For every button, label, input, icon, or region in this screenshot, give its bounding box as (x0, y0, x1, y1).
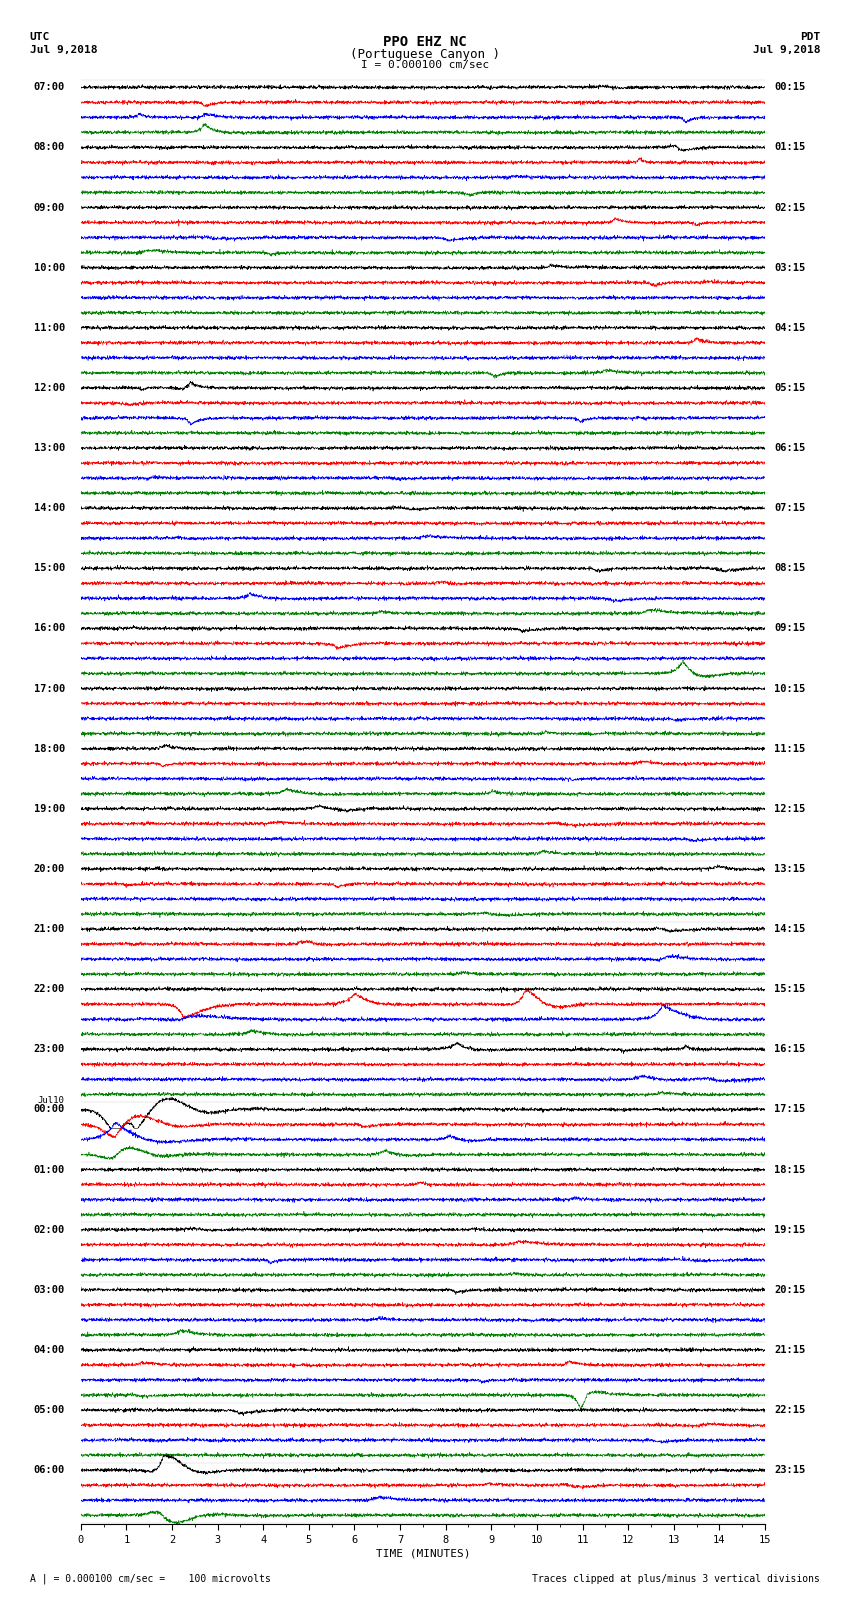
Text: 16:15: 16:15 (774, 1044, 805, 1055)
Text: 08:15: 08:15 (774, 563, 805, 573)
Text: 17:15: 17:15 (774, 1105, 805, 1115)
Text: 21:15: 21:15 (774, 1345, 805, 1355)
Text: 00:00: 00:00 (33, 1105, 65, 1115)
Text: 19:15: 19:15 (774, 1224, 805, 1234)
Text: 08:00: 08:00 (33, 142, 65, 152)
Text: 09:00: 09:00 (33, 203, 65, 213)
Text: Jul 9,2018: Jul 9,2018 (753, 45, 820, 55)
Text: 04:15: 04:15 (774, 323, 805, 332)
Text: 23:00: 23:00 (33, 1044, 65, 1055)
Text: Traces clipped at plus/minus 3 vertical divisions: Traces clipped at plus/minus 3 vertical … (532, 1574, 820, 1584)
Text: 14:15: 14:15 (774, 924, 805, 934)
Text: 11:15: 11:15 (774, 744, 805, 753)
Text: 20:15: 20:15 (774, 1286, 805, 1295)
Text: 09:15: 09:15 (774, 623, 805, 634)
Text: 23:15: 23:15 (774, 1465, 805, 1476)
Text: Jul 9,2018: Jul 9,2018 (30, 45, 97, 55)
Text: 20:00: 20:00 (33, 865, 65, 874)
Text: 05:00: 05:00 (33, 1405, 65, 1415)
Text: 03:15: 03:15 (774, 263, 805, 273)
X-axis label: TIME (MINUTES): TIME (MINUTES) (376, 1548, 470, 1558)
Text: 13:15: 13:15 (774, 865, 805, 874)
Text: 14:00: 14:00 (33, 503, 65, 513)
Text: 16:00: 16:00 (33, 623, 65, 634)
Text: 10:15: 10:15 (774, 684, 805, 694)
Text: 06:15: 06:15 (774, 444, 805, 453)
Text: Jul10: Jul10 (38, 1095, 65, 1105)
Text: 00:15: 00:15 (774, 82, 805, 92)
Text: 04:00: 04:00 (33, 1345, 65, 1355)
Text: 21:00: 21:00 (33, 924, 65, 934)
Text: 22:00: 22:00 (33, 984, 65, 994)
Text: 06:00: 06:00 (33, 1465, 65, 1476)
Text: 22:15: 22:15 (774, 1405, 805, 1415)
Text: 02:00: 02:00 (33, 1224, 65, 1234)
Text: 15:00: 15:00 (33, 563, 65, 573)
Text: 01:00: 01:00 (33, 1165, 65, 1174)
Text: 07:15: 07:15 (774, 503, 805, 513)
Text: A | = 0.000100 cm/sec =    100 microvolts: A | = 0.000100 cm/sec = 100 microvolts (30, 1573, 270, 1584)
Text: 13:00: 13:00 (33, 444, 65, 453)
Text: (Portuguese Canyon ): (Portuguese Canyon ) (350, 48, 500, 61)
Text: 05:15: 05:15 (774, 382, 805, 394)
Text: 19:00: 19:00 (33, 803, 65, 815)
Text: 07:00: 07:00 (33, 82, 65, 92)
Text: 11:00: 11:00 (33, 323, 65, 332)
Text: 12:15: 12:15 (774, 803, 805, 815)
Text: 18:00: 18:00 (33, 744, 65, 753)
Text: 18:15: 18:15 (774, 1165, 805, 1174)
Text: 17:00: 17:00 (33, 684, 65, 694)
Text: 01:15: 01:15 (774, 142, 805, 152)
Text: 12:00: 12:00 (33, 382, 65, 394)
Text: PPO EHZ NC: PPO EHZ NC (383, 35, 467, 50)
Text: I = 0.000100 cm/sec: I = 0.000100 cm/sec (361, 60, 489, 69)
Text: 15:15: 15:15 (774, 984, 805, 994)
Text: 03:00: 03:00 (33, 1286, 65, 1295)
Text: UTC: UTC (30, 32, 50, 42)
Text: PDT: PDT (800, 32, 820, 42)
Text: 02:15: 02:15 (774, 203, 805, 213)
Text: 10:00: 10:00 (33, 263, 65, 273)
